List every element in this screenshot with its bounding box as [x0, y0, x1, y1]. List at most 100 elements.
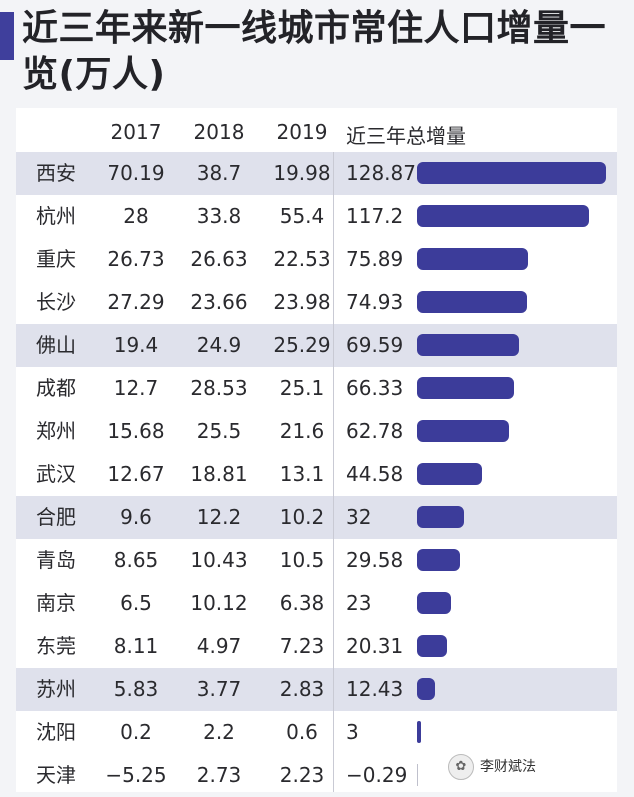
- total-value-label: 29.58: [346, 548, 404, 572]
- value-v2017: 9.6: [120, 505, 152, 529]
- value-v2018: 23.66: [190, 290, 248, 314]
- value-v2018: 3.77: [196, 677, 242, 701]
- header-total: 近三年总增量: [346, 124, 466, 148]
- table-row: 重庆 26.73 26.63 22.53 75.89: [16, 238, 617, 281]
- total-value-label: 74.93: [346, 290, 404, 314]
- value-v2017: 26.73: [107, 247, 165, 271]
- city-label: 佛山: [36, 333, 76, 357]
- table-row: 南京 6.5 10.12 6.38 23: [16, 582, 617, 625]
- page-title: 近三年来新一线城市常住人口增量一览(万人): [22, 8, 607, 95]
- value-v2018: 2.2: [203, 720, 235, 744]
- total-bar: [417, 248, 528, 270]
- value-v2017: 28: [123, 204, 149, 228]
- value-v2019: 10.5: [279, 548, 325, 572]
- city-label: 郑州: [36, 419, 76, 443]
- total-bar: [417, 506, 464, 528]
- total-value-label: 66.33: [346, 376, 404, 400]
- header-2018: 2018: [193, 120, 245, 144]
- header-2017: 2017: [110, 120, 162, 144]
- value-v2019: 21.6: [279, 419, 325, 443]
- wechat-icon: ✿: [448, 754, 474, 780]
- value-v2017: 5.83: [113, 677, 159, 701]
- city-label: 重庆: [36, 247, 76, 271]
- value-v2019: 25.29: [273, 333, 331, 357]
- city-label: 合肥: [36, 505, 76, 529]
- city-label: 长沙: [36, 290, 76, 314]
- value-v2019: 19.98: [273, 161, 331, 185]
- total-bar: [417, 377, 514, 399]
- table-row: 佛山 19.4 24.9 25.29 69.59: [16, 324, 617, 367]
- total-value-label: 3: [346, 720, 359, 744]
- total-bar: [417, 162, 606, 184]
- value-v2018: 2.73: [196, 763, 242, 787]
- value-v2018: 12.2: [196, 505, 242, 529]
- total-value-label: −0.29: [346, 763, 408, 787]
- value-v2019: 6.38: [279, 591, 325, 615]
- value-v2019: 2.83: [279, 677, 325, 701]
- total-bar: [417, 205, 589, 227]
- title-accent-bar: [0, 12, 14, 60]
- table-row: 长沙 27.29 23.66 23.98 74.93: [16, 281, 617, 324]
- value-v2018: 26.63: [190, 247, 248, 271]
- total-value-label: 44.58: [346, 462, 404, 486]
- value-v2017: 70.19: [107, 161, 165, 185]
- city-label: 沈阳: [36, 720, 76, 744]
- total-value-label: 32: [346, 505, 372, 529]
- city-label: 杭州: [36, 204, 76, 228]
- city-label: 青岛: [36, 548, 76, 572]
- value-v2018: 38.7: [196, 161, 242, 185]
- table-row: 郑州 15.68 25.5 21.6 62.78: [16, 410, 617, 453]
- total-value-label: 20.31: [346, 634, 404, 658]
- header-2019: 2019: [276, 120, 328, 144]
- value-v2019: 55.4: [279, 204, 325, 228]
- value-v2018: 33.8: [196, 204, 242, 228]
- total-value-label: 75.89: [346, 247, 404, 271]
- data-table: 2017 2018 2019 近三年总增量 西安 70.19 38.7 19.98 12…: [16, 108, 617, 792]
- value-v2019: 23.98: [273, 290, 331, 314]
- total-value-label: 128.87: [346, 161, 416, 185]
- watermark: ✿ 李财斌法: [448, 752, 536, 782]
- city-label: 苏州: [36, 677, 76, 701]
- total-value-label: 23: [346, 591, 372, 615]
- city-label: 成都: [36, 376, 76, 400]
- total-value-label: 62.78: [346, 419, 404, 443]
- city-label: 天津: [36, 763, 76, 787]
- value-v2017: 12.7: [113, 376, 159, 400]
- total-bar: [417, 764, 418, 786]
- value-v2018: 18.81: [190, 462, 248, 486]
- total-bar: [417, 549, 460, 571]
- value-v2017: 8.65: [113, 548, 159, 572]
- table-row: 武汉 12.67 18.81 13.1 44.58: [16, 453, 617, 496]
- city-label: 东莞: [36, 634, 76, 658]
- city-label: 武汉: [36, 462, 76, 486]
- value-v2017: 15.68: [107, 419, 165, 443]
- value-v2017: 6.5: [120, 591, 152, 615]
- value-v2017: 8.11: [113, 634, 159, 658]
- total-value-label: 117.2: [346, 204, 404, 228]
- value-v2018: 10.43: [190, 548, 248, 572]
- column-divider: [333, 152, 334, 792]
- total-bar: [417, 420, 509, 442]
- table-row: 天津 −5.25 2.73 2.23 −0.29: [16, 754, 617, 797]
- value-v2019: 7.23: [279, 634, 325, 658]
- value-v2018: 10.12: [190, 591, 248, 615]
- total-bar: [417, 592, 451, 614]
- total-value-label: 12.43: [346, 677, 404, 701]
- table-row: 苏州 5.83 3.77 2.83 12.43: [16, 668, 617, 711]
- value-v2018: 28.53: [190, 376, 248, 400]
- value-v2018: 4.97: [196, 634, 242, 658]
- value-v2018: 24.9: [196, 333, 242, 357]
- value-v2019: 10.2: [279, 505, 325, 529]
- table-row: 成都 12.7 28.53 25.1 66.33: [16, 367, 617, 410]
- value-v2017: 19.4: [113, 333, 159, 357]
- value-v2017: 12.67: [107, 462, 165, 486]
- table-row: 合肥 9.6 12.2 10.2 32: [16, 496, 617, 539]
- value-v2017: −5.25: [105, 763, 167, 787]
- value-v2019: 22.53: [273, 247, 331, 271]
- value-v2019: 0.6: [286, 720, 318, 744]
- table-row: 杭州 28 33.8 55.4 117.2: [16, 195, 617, 238]
- table-row: 沈阳 0.2 2.2 0.6 3: [16, 711, 617, 754]
- total-bar: [417, 334, 519, 356]
- total-bar: [417, 463, 482, 485]
- total-bar: [417, 291, 527, 313]
